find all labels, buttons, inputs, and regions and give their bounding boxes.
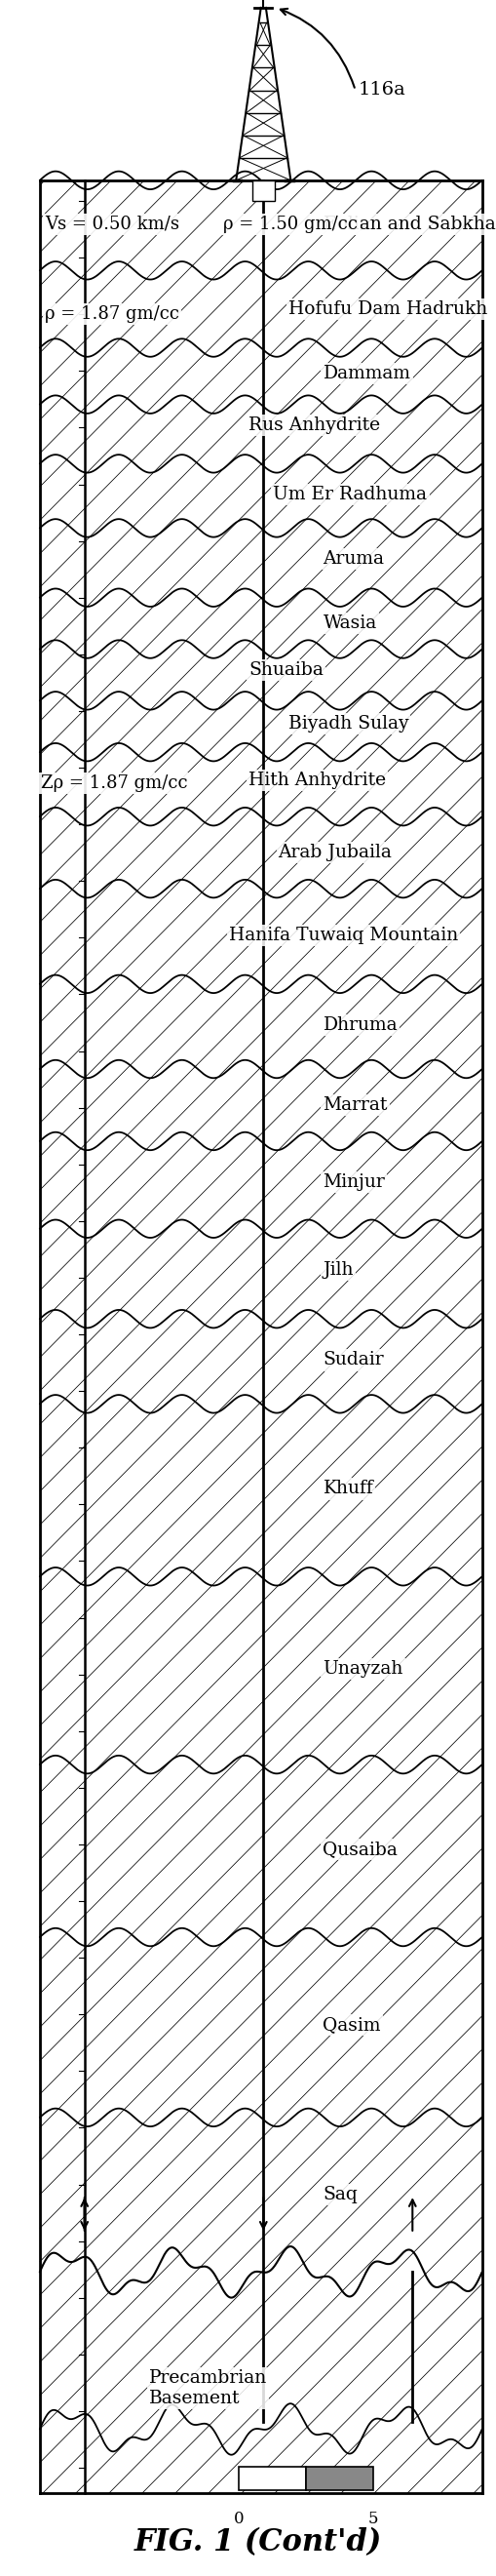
Text: Jilh: Jilh [322, 1262, 353, 1278]
Text: Wasia: Wasia [322, 616, 376, 631]
Text: Eolian and Sabkha: Eolian and Sabkha [322, 216, 495, 232]
Text: Um Er Radhuma: Um Er Radhuma [273, 487, 427, 502]
Text: 116a: 116a [357, 82, 405, 98]
Text: Vs = 0.50 km/s: Vs = 0.50 km/s [45, 216, 179, 232]
Text: Qusaiba: Qusaiba [322, 1842, 397, 1857]
Text: Hofufu Dam Hadrukh: Hofufu Dam Hadrukh [288, 301, 486, 317]
Text: Hith Anhydrite: Hith Anhydrite [248, 773, 385, 788]
Text: Khuff: Khuff [322, 1481, 372, 1497]
Bar [305, 2468, 372, 2488]
Text: Shuaiba: Shuaiba [248, 662, 323, 677]
Text: Hanifa Tuwaiq Mountain: Hanifa Tuwaiq Mountain [228, 927, 457, 943]
Bar [238, 2468, 305, 2488]
Text: Dammam: Dammam [322, 366, 410, 381]
Text: Arab Jubaila: Arab Jubaila [278, 845, 391, 860]
Text: 0: 0 [233, 2509, 243, 2527]
Text: Sudair: Sudair [322, 1352, 383, 1368]
Text: Dhruma: Dhruma [322, 1018, 397, 1033]
FancyArrowPatch shape [280, 8, 354, 88]
Text: 5: 5 [367, 2509, 377, 2527]
Text: Biyadh Sulay: Biyadh Sulay [288, 716, 408, 732]
Text: ρ = 1.50 gm/cc: ρ = 1.50 gm/cc [223, 216, 358, 232]
Text: Marrat: Marrat [322, 1097, 387, 1113]
Text: Aruma: Aruma [322, 551, 384, 567]
Text: FIG. 1 (Cont'd): FIG. 1 (Cont'd) [134, 2527, 381, 2558]
Text: Qasim: Qasim [322, 2017, 380, 2032]
Text: Precambrian
Basement: Precambrian Basement [149, 2370, 267, 2406]
Text: ρ = 1.87 gm/cc: ρ = 1.87 gm/cc [45, 307, 179, 322]
Bar [40, 180, 481, 2494]
Text: Saq: Saq [322, 2187, 357, 2202]
Bar [252, 180, 274, 201]
Text: Zρ = 1.87 gm/cc: Zρ = 1.87 gm/cc [41, 775, 187, 791]
Text: Unayzah: Unayzah [322, 1662, 403, 1677]
Text: Minjur: Minjur [322, 1175, 384, 1190]
Text: Rus Anhydrite: Rus Anhydrite [248, 417, 379, 433]
